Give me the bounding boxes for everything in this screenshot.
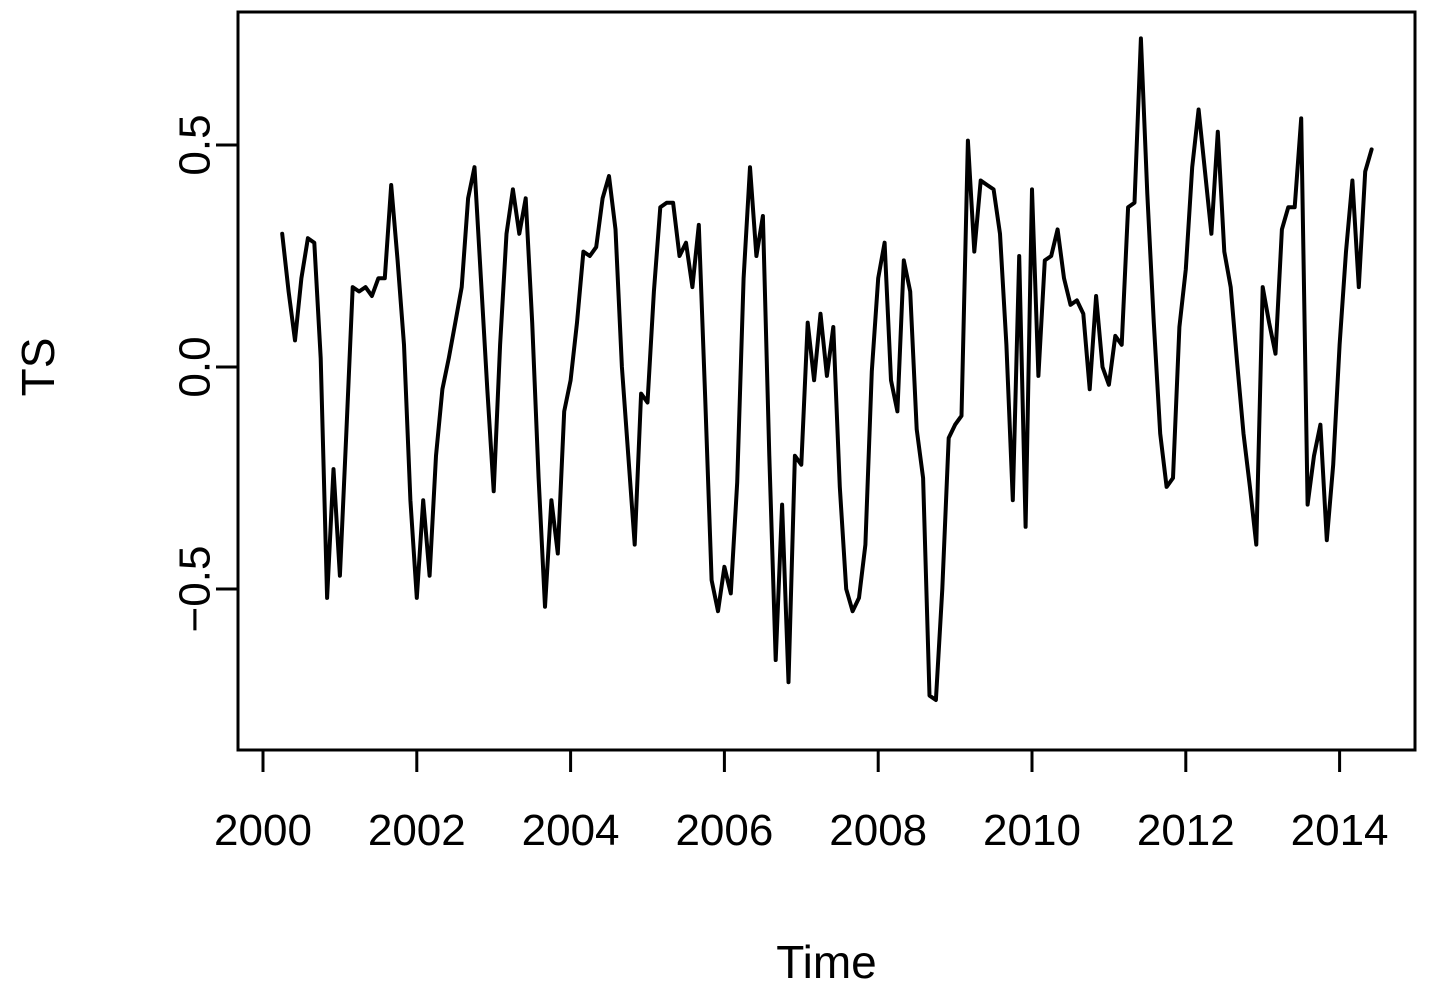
x-axis-tick-label: 2000 bbox=[214, 806, 312, 855]
x-axis-tick-label: 2004 bbox=[522, 806, 620, 855]
x-axis-tick-label: 2014 bbox=[1291, 806, 1389, 855]
y-axis-tick-label: 0.0 bbox=[171, 336, 220, 397]
y-axis-title: TS bbox=[12, 338, 64, 397]
time-series-line bbox=[280, 36, 1374, 702]
y-axis-tick-label: −0.5 bbox=[171, 546, 220, 633]
x-axis-tick-label: 2008 bbox=[829, 806, 927, 855]
x-axis-title: Time bbox=[776, 936, 877, 988]
x-axis-tick-label: 2006 bbox=[675, 806, 773, 855]
x-axis-tick-label: 2002 bbox=[368, 806, 466, 855]
x-axis-tick-label: 2012 bbox=[1137, 806, 1235, 855]
y-axis-tick-label: 0.5 bbox=[171, 114, 220, 175]
plot-box bbox=[236, 10, 1417, 752]
x-axis-tick-label: 2010 bbox=[983, 806, 1081, 855]
